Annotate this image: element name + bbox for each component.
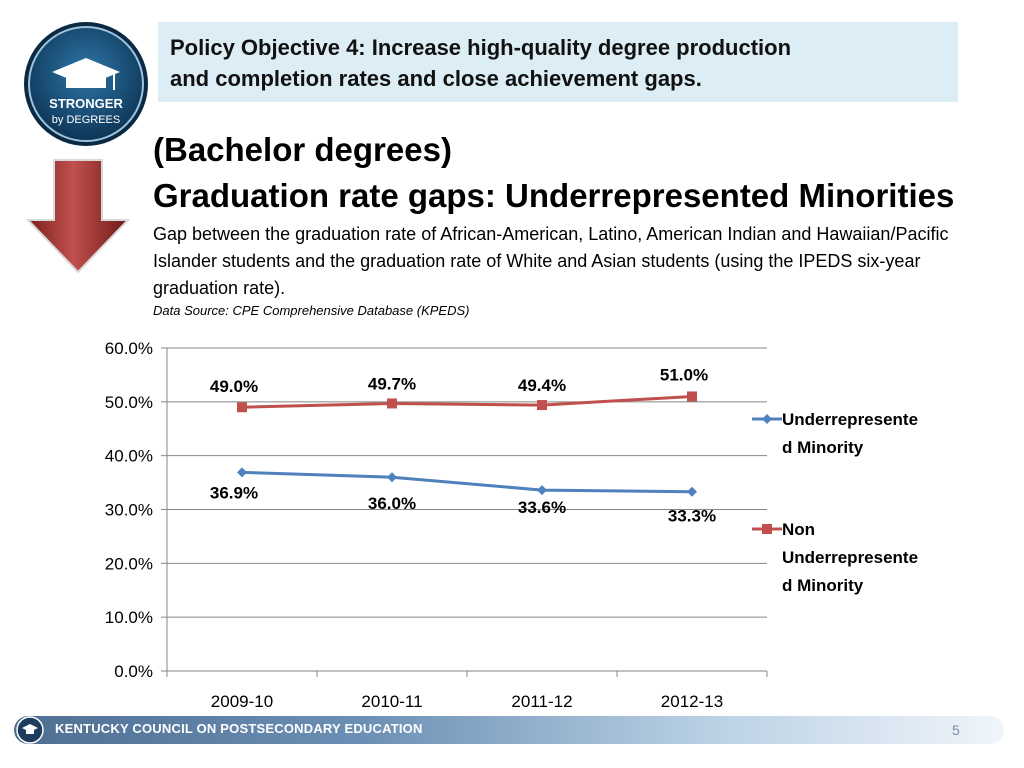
heading-bachelor-degrees: (Bachelor degrees) (153, 131, 452, 168)
y-tick-label: 60.0% (105, 339, 153, 358)
data-label: 49.7% (368, 374, 416, 393)
series-line (241, 470, 693, 494)
stronger-by-degrees-logo: STRONGER by DEGREES (24, 22, 148, 146)
policy-objective-banner: Policy Objective 4: Increase high-qualit… (158, 22, 958, 102)
y-tick-label: 30.0% (105, 501, 153, 520)
data-point-marker (537, 400, 547, 411)
legend-label: d Minority (782, 576, 864, 595)
data-label: 51.0% (660, 365, 708, 384)
data-point-marker (537, 485, 547, 496)
objective-line-2: and completion rates and close achieveme… (170, 66, 702, 91)
legend-label: Non (782, 520, 815, 539)
series-line (241, 394, 693, 409)
footer-org-name: KENTUCKY COUNCIL ON POSTSECONDARY EDUCAT… (55, 721, 423, 736)
graduation-rate-line-chart: 0.0% 10.0% 20.0% 30.0% 40.0% 50.0% 60.0% 2009-1… (105, 339, 918, 710)
data-point-marker (687, 391, 697, 402)
footer-bar (14, 716, 1004, 744)
heading-graduation-gaps: Graduation rate gaps: Underrepresented M… (153, 177, 955, 214)
legend-marker (762, 524, 772, 534)
page-number: 5 (952, 722, 960, 738)
data-point-marker (687, 486, 697, 497)
x-tick-label: 2012-13 (661, 692, 723, 710)
legend-marker (762, 414, 772, 424)
y-tick-label: 10.0% (105, 608, 153, 627)
data-point-marker (387, 472, 397, 483)
data-point-marker (237, 467, 247, 478)
objective-line-1: Policy Objective 4: Increase high-qualit… (170, 35, 792, 60)
data-label: 49.0% (210, 377, 258, 396)
legend-label: Underrepresente (782, 410, 918, 429)
x-tick-label: 2009-10 (211, 692, 273, 710)
data-label: 36.9% (210, 483, 258, 502)
data-label: 49.4% (518, 376, 566, 395)
data-label: 33.3% (668, 507, 716, 526)
legend-label: Underrepresente (782, 548, 918, 567)
svg-text:STRONGER: STRONGER (49, 96, 123, 111)
data-point-marker (387, 398, 397, 409)
data-label: 36.0% (368, 494, 416, 513)
legend-label: d Minority (782, 438, 864, 457)
y-tick-label: 0.0% (114, 662, 153, 681)
svg-text:by DEGREES: by DEGREES (52, 114, 120, 126)
y-tick-label: 40.0% (105, 447, 153, 466)
x-tick-label: 2011-12 (511, 692, 572, 710)
down-arrow-icon (26, 159, 130, 274)
x-tick-label: 2010-11 (361, 692, 422, 710)
y-tick-label: 50.0% (105, 393, 153, 412)
data-label: 33.6% (518, 498, 566, 517)
description-text: Gap between the graduation rate of Afric… (153, 224, 949, 298)
data-point-marker (237, 402, 247, 413)
y-tick-label: 20.0% (105, 554, 153, 573)
data-source-note: Data Source: CPE Comprehensive Database … (153, 303, 470, 318)
cpe-emblem-icon (16, 716, 44, 744)
